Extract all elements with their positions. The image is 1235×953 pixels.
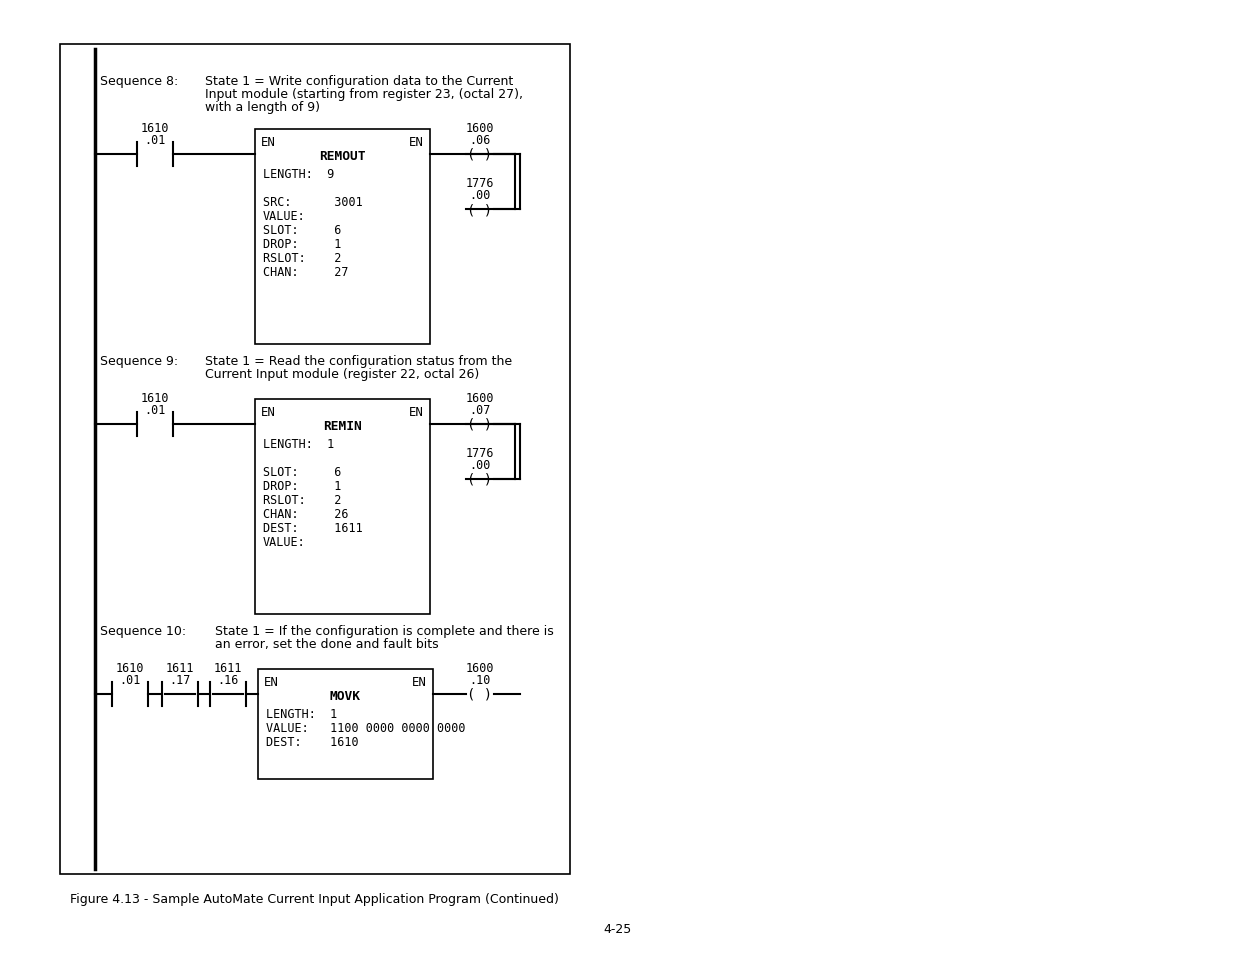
Text: EN: EN (409, 136, 424, 149)
Text: 1600: 1600 (466, 122, 494, 135)
Text: Figure 4.13 - Sample AutoMate Current Input Application Program (Continued): Figure 4.13 - Sample AutoMate Current In… (70, 892, 559, 905)
Text: State 1 = If the configuration is complete and there is: State 1 = If the configuration is comple… (215, 624, 553, 638)
Text: RSLOT:    2: RSLOT: 2 (263, 252, 341, 265)
Text: REMIN: REMIN (324, 419, 362, 433)
Text: EN: EN (261, 136, 275, 149)
Text: ( ): ( ) (467, 203, 493, 216)
Text: .00: .00 (469, 458, 490, 472)
Text: .06: .06 (469, 133, 490, 147)
Text: an error, set the done and fault bits: an error, set the done and fault bits (215, 638, 438, 650)
Text: SLOT:     6: SLOT: 6 (263, 465, 341, 478)
Text: State 1 = Read the configuration status from the: State 1 = Read the configuration status … (205, 355, 513, 368)
Text: REMOUT: REMOUT (320, 150, 366, 163)
Text: LENGTH:  1: LENGTH: 1 (263, 437, 335, 451)
Text: VALUE:: VALUE: (263, 210, 306, 223)
Text: MOVK: MOVK (330, 689, 361, 702)
Text: .01: .01 (144, 133, 165, 147)
Text: VALUE:: VALUE: (263, 536, 306, 548)
Text: ( ): ( ) (467, 473, 493, 486)
Text: 1610: 1610 (141, 122, 169, 135)
Text: SLOT:     6: SLOT: 6 (263, 224, 341, 236)
Bar (254, 130, 430, 345)
Text: State 1 = Write configuration data to the Current: State 1 = Write configuration data to th… (205, 75, 514, 88)
Text: LENGTH:  1: LENGTH: 1 (266, 707, 337, 720)
Text: with a length of 9): with a length of 9) (205, 101, 320, 113)
Bar (254, 399, 430, 615)
Text: 1600: 1600 (466, 392, 494, 405)
Text: 1611: 1611 (165, 661, 194, 675)
Text: ( ): ( ) (467, 687, 493, 701)
Text: Input module (starting from register 23, (octal 27),: Input module (starting from register 23,… (205, 88, 522, 101)
Text: Sequence 8:: Sequence 8: (100, 75, 178, 88)
Text: .10: .10 (469, 673, 490, 686)
Text: LENGTH:  9: LENGTH: 9 (263, 168, 335, 181)
Text: VALUE:   1100 0000 0000 0000: VALUE: 1100 0000 0000 0000 (266, 721, 466, 734)
Text: DEST:    1610: DEST: 1610 (266, 735, 358, 748)
Text: ( ): ( ) (467, 417, 493, 432)
Text: SRC:      3001: SRC: 3001 (263, 195, 363, 209)
Text: .07: .07 (469, 403, 490, 416)
Text: DROP:     1: DROP: 1 (263, 237, 341, 251)
Text: Sequence 9:: Sequence 9: (100, 355, 178, 368)
Text: Sequence 10:: Sequence 10: (100, 624, 186, 638)
Text: EN: EN (409, 406, 424, 418)
Text: EN: EN (264, 676, 279, 688)
Text: 1611: 1611 (214, 661, 242, 675)
Text: CHAN:     27: CHAN: 27 (263, 266, 348, 278)
Text: .17: .17 (169, 673, 190, 686)
Text: ( ): ( ) (467, 148, 493, 162)
Text: DEST:     1611: DEST: 1611 (263, 521, 363, 535)
Text: 1776: 1776 (466, 177, 494, 190)
Text: RSLOT:    2: RSLOT: 2 (263, 494, 341, 506)
Text: 1776: 1776 (466, 447, 494, 459)
Text: 1610: 1610 (141, 392, 169, 405)
Text: .00: .00 (469, 189, 490, 202)
Text: Current Input module (register 22, octal 26): Current Input module (register 22, octal… (205, 368, 479, 380)
Text: 4-25: 4-25 (603, 923, 631, 935)
Bar (61, 45, 571, 874)
Text: .01: .01 (120, 673, 141, 686)
Text: EN: EN (412, 676, 427, 688)
Bar (258, 669, 433, 780)
Text: 1600: 1600 (466, 661, 494, 675)
Text: 1610: 1610 (116, 661, 144, 675)
Text: .16: .16 (217, 673, 238, 686)
Text: CHAN:     26: CHAN: 26 (263, 507, 348, 520)
Text: DROP:     1: DROP: 1 (263, 479, 341, 493)
Text: EN: EN (261, 406, 275, 418)
Text: .01: .01 (144, 403, 165, 416)
